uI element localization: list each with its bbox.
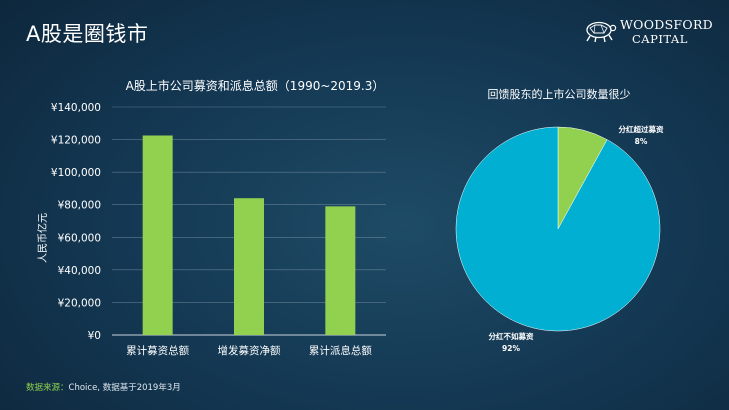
source-note: 数据来源：Choice, 数据基于2019年3月 [26, 381, 181, 393]
y-tick-label: ¥80,000 [58, 200, 101, 212]
y-tick-label: ¥40,000 [58, 265, 101, 277]
pie-chart-title: 回馈股东的上市公司数量很少 [488, 87, 631, 101]
turtle-logo-icon [586, 21, 617, 43]
x-tick-label: 增发募资净额 [218, 344, 281, 357]
bar-chart-title: A股上市公司募资和派息总额（1990~2019.3） [126, 78, 385, 93]
y-tick-label: ¥120,000 [51, 135, 101, 147]
pie-slice [455, 126, 661, 332]
pie-slice-label: 分红不如募资 [489, 331, 534, 341]
source-text: Choice, 数据基于2019年3月 [68, 383, 181, 393]
bar [325, 206, 356, 335]
bar-chart-y-axis-label: 人民币亿元 [36, 213, 49, 263]
x-tick-label: 累计募资总额 [126, 344, 189, 357]
source-label: 数据来源： [26, 383, 69, 393]
y-tick-label: ¥0 [88, 330, 101, 342]
slide-title: A股是圈钱市 [26, 22, 149, 46]
pie-slice-label: 分红超过募资 [619, 124, 664, 134]
bar [234, 198, 264, 335]
y-tick-label: ¥20,000 [58, 297, 101, 309]
pie-slice-value-label: 8% [635, 137, 648, 146]
bar [142, 135, 173, 335]
pie-slice-value-label: 92% [502, 344, 520, 353]
y-tick-label: ¥140,000 [51, 102, 101, 114]
y-tick-label: ¥60,000 [58, 232, 101, 244]
logo-text-line2: CAPITAL [632, 32, 688, 46]
company-logo: WOODSFORD CAPITAL [582, 16, 722, 48]
x-tick-label: 累计派息总额 [309, 344, 372, 357]
logo-text-line1: WOODSFORD [620, 17, 713, 32]
y-tick-label: ¥100,000 [51, 167, 101, 179]
